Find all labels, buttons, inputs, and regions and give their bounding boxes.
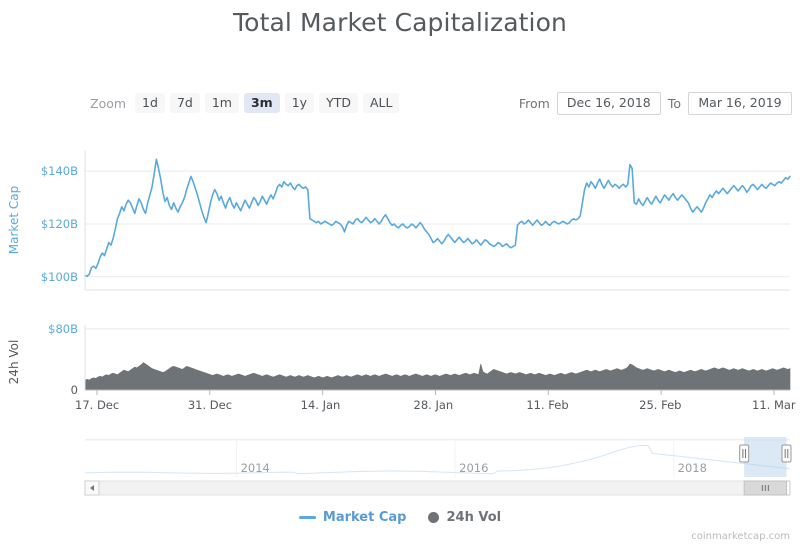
- axis-lines: [84, 150, 790, 395]
- xtick-label-5: 25. Feb: [639, 398, 682, 412]
- zoom-button-3m[interactable]: 3m: [243, 93, 280, 113]
- scroll-left-button[interactable]: [84, 480, 100, 496]
- credit-text: coinmarketcap.com: [691, 531, 790, 542]
- market-cap-series: [84, 158, 791, 278]
- zoom-button-7d[interactable]: 7d: [169, 93, 200, 113]
- chart-legend: Market Cap 24h Vol: [0, 510, 800, 525]
- navigator-year-2014: 2014: [240, 461, 270, 475]
- xtick-label-4: 11. Feb: [526, 398, 569, 412]
- xtick-label-6: 11. Mar: [752, 398, 796, 412]
- to-label: To: [667, 95, 681, 111]
- chart-plot-area[interactable]: [0, 0, 800, 500]
- zoom-button-1y[interactable]: 1y: [284, 93, 315, 113]
- xtick-label-2: 14. Jan: [300, 398, 341, 412]
- navigator-year-2016: 2016: [459, 461, 489, 475]
- ytick-label-zero: 0: [70, 383, 78, 397]
- xtick-label-0: 17. Dec: [75, 398, 120, 412]
- ytick-label-120b: $120B: [40, 216, 78, 231]
- zoom-button-1d[interactable]: 1d: [135, 93, 165, 113]
- legend-label-24h-vol: 24h Vol: [446, 510, 502, 525]
- dot-marker-icon: [428, 512, 440, 523]
- yaxis-title-24h-vol: 24h Vol: [7, 339, 21, 384]
- ytick-label-100b: $100B: [40, 269, 78, 284]
- navigator-handle-right[interactable]: [781, 444, 792, 463]
- range-selector-bar: Zoom 1d 7d 1m 3m 1y YTD ALL From Dec 16,…: [0, 90, 800, 116]
- navigator-series: [84, 437, 792, 496]
- navigator-handle-left[interactable]: [739, 444, 750, 463]
- page-title: Total Market Capitalization: [233, 8, 567, 37]
- zoom-button-all[interactable]: ALL: [362, 93, 400, 113]
- navigator-year-2018: 2018: [677, 461, 707, 475]
- zoom-label: Zoom: [90, 95, 127, 111]
- zoom-button-group: Zoom 1d 7d 1m 3m 1y YTD ALL: [90, 90, 404, 116]
- scrollbar-thumb[interactable]: [743, 480, 787, 496]
- to-date-input[interactable]: Mar 16, 2019: [688, 91, 792, 115]
- zoom-button-ytd[interactable]: YTD: [319, 93, 358, 113]
- yaxis-title-market-cap: Market Cap: [7, 185, 21, 255]
- ytick-label-140b: $140B: [40, 164, 78, 179]
- volume-series: [84, 362, 791, 391]
- grid-lines: [85, 170, 790, 330]
- from-label: From: [518, 95, 550, 111]
- date-range-group: From Dec 16, 2018 To Mar 16, 2019: [512, 90, 792, 116]
- xtick-label-3: 28. Jan: [413, 398, 454, 412]
- legend-label-market-cap: Market Cap: [322, 510, 407, 525]
- zoom-button-1m[interactable]: 1m: [204, 93, 239, 113]
- line-marker-icon: [298, 516, 316, 519]
- xtick-label-1: 31. Dec: [187, 398, 233, 412]
- legend-item-market-cap[interactable]: Market Cap: [298, 510, 407, 525]
- from-date-input[interactable]: Dec 16, 2018: [556, 91, 661, 115]
- legend-item-24h-vol[interactable]: 24h Vol: [428, 510, 501, 525]
- ytick-label-80b: $80B: [48, 321, 78, 336]
